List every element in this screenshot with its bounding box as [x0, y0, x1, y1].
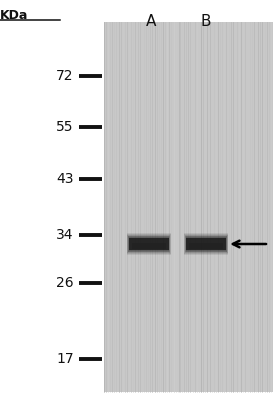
Bar [184, 234, 228, 254]
Bar [186, 238, 226, 250]
Bar [127, 235, 170, 253]
Bar [129, 237, 169, 251]
Bar [186, 237, 226, 251]
Text: 34: 34 [56, 228, 74, 242]
Text: KDa: KDa [0, 9, 28, 22]
Bar [129, 238, 169, 250]
Bar [186, 236, 227, 252]
Bar [127, 234, 171, 254]
Text: 55: 55 [56, 120, 74, 134]
Bar [189, 243, 223, 249]
Bar [104, 22, 273, 392]
Bar [185, 235, 228, 253]
Text: A: A [146, 14, 157, 29]
Text: 43: 43 [56, 172, 74, 186]
Bar [132, 243, 166, 249]
Text: 72: 72 [56, 69, 74, 83]
Bar [185, 236, 227, 252]
Text: B: B [201, 14, 211, 29]
Bar [128, 236, 170, 252]
Bar [184, 233, 228, 255]
Text: 17: 17 [56, 352, 74, 366]
Bar [128, 236, 170, 252]
Bar [127, 233, 171, 255]
Text: 26: 26 [56, 276, 74, 290]
